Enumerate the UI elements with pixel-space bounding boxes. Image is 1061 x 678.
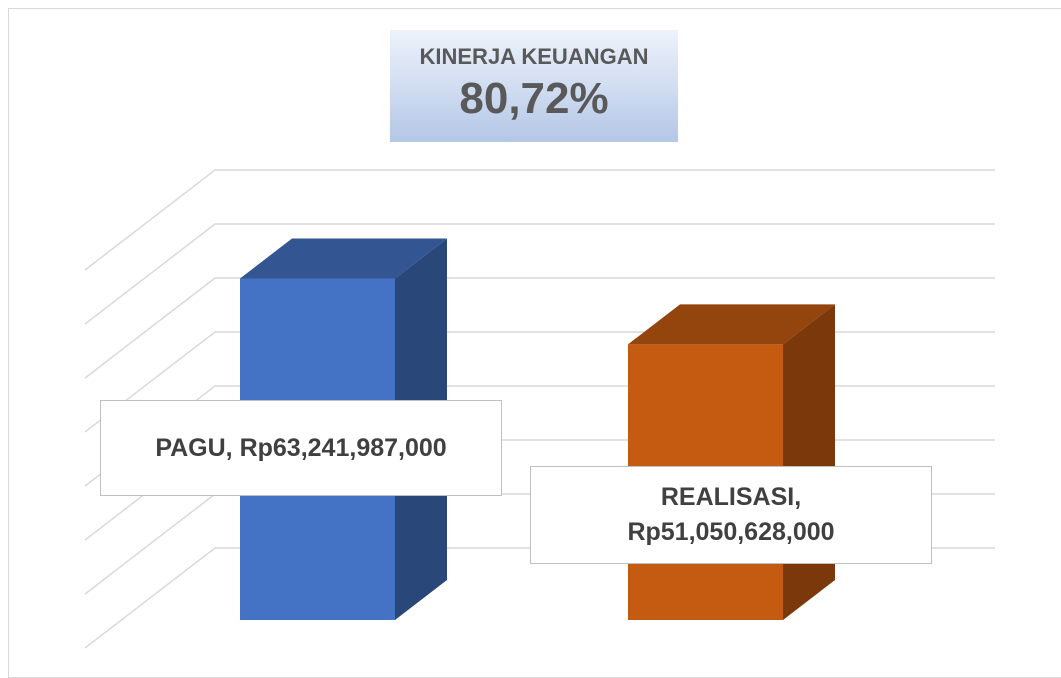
data-label: PAGU, Rp63,241,987,000 xyxy=(155,433,447,462)
bar-top xyxy=(240,238,447,279)
bar-side xyxy=(783,304,835,620)
data-label-box: REALISASI, Rp51,050,628,000 xyxy=(530,466,932,564)
grid-line xyxy=(84,169,995,271)
grid-line xyxy=(84,223,995,325)
bar-top xyxy=(628,304,835,345)
title-box: KINERJA KEUANGAN 80,72% xyxy=(390,30,678,142)
grid-line xyxy=(84,277,995,379)
chart-subtitle: 80,72% xyxy=(459,74,609,123)
data-label-box: PAGU, Rp63,241,987,000 xyxy=(100,400,502,496)
data-label: REALISASI, Rp51,050,628,000 xyxy=(627,483,835,546)
chart-title: KINERJA KEUANGAN xyxy=(419,44,649,69)
bar xyxy=(628,304,835,620)
